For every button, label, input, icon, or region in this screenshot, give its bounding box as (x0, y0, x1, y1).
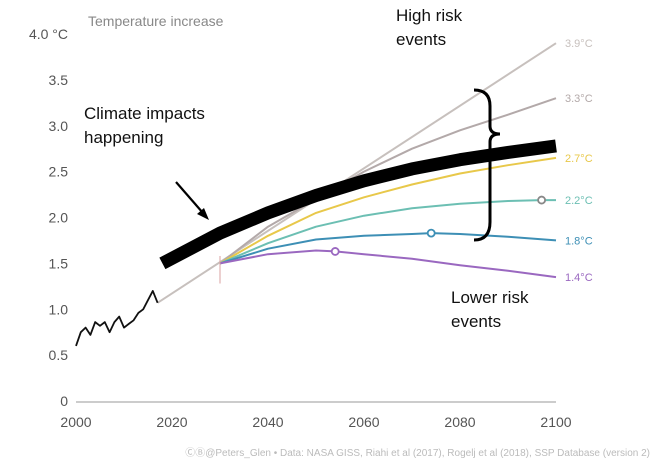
y-tick-label: 4.0 °C (29, 26, 68, 42)
y-tick-label: 0.5 (49, 347, 69, 363)
annotation-arrow-shaft (175, 181, 204, 214)
annotation-line: happening (84, 128, 163, 147)
scenario-line (219, 232, 557, 265)
peak-marker (537, 195, 546, 205)
annotation-arrow-head (197, 208, 209, 220)
y-tick-label: 1.0 (49, 301, 69, 317)
annotation-line: events (396, 30, 446, 49)
x-tick-label: 2000 (60, 414, 91, 430)
scenario-lines (157, 42, 557, 304)
scenario-end-label: 3.9°C (565, 38, 593, 50)
y-tick-label: 0 (60, 393, 68, 409)
scenario-line (219, 199, 556, 265)
scenario-end-labels: 3.9°C 3.3°C 2.7°C 2.2°C 1.8°C 1.4°C (565, 38, 593, 284)
annotation-text: Lower risk events (451, 288, 529, 331)
scenario-line (219, 97, 557, 265)
x-tick-label: 2020 (156, 414, 187, 430)
scenario-end-label: 2.2°C (565, 195, 593, 207)
callouts (175, 88, 501, 242)
y-tick-labels: 0 0.5 1.0 1.5 2.0 2.5 3.0 3.5 4.0 °C (29, 26, 68, 409)
annotation-text: Climate impacts happening (84, 104, 205, 147)
data-source-footer: ⒸⒷ@Peters_Glen • Data: NASA GISS, Riahi … (185, 447, 650, 459)
observed-line (75, 289, 159, 347)
overlay-projection-group (159, 139, 557, 270)
peak-markers (330, 195, 546, 256)
x-tick-label: 2040 (252, 414, 283, 430)
scenario-line (219, 156, 557, 265)
annotation-line: Climate impacts (84, 104, 205, 123)
y-tick-label: 3.0 (49, 118, 69, 134)
annotation-line: High risk (396, 6, 463, 25)
annotation-line: Lower risk (451, 288, 529, 307)
curly-brace (473, 88, 501, 242)
y-tick-label: 3.5 (49, 72, 69, 88)
x-tick-label: 2080 (444, 414, 475, 430)
x-tick-label: 2060 (348, 414, 379, 430)
annotation-text: High risk events (396, 6, 463, 49)
annotations: High risk events Climate impacts happening L… (84, 6, 529, 331)
scenario-end-label: 1.8°C (565, 235, 593, 247)
scenario-line (219, 249, 557, 279)
y-tick-label: 2.5 (49, 164, 69, 180)
peak-marker (426, 228, 436, 238)
scenario-end-label: 2.7°C (565, 153, 593, 165)
y-tick-label: 1.5 (49, 255, 69, 271)
x-tick-labels: 2000 2020 2040 2060 2080 2100 (60, 414, 571, 430)
scenario-line (157, 42, 557, 304)
scenario-end-label: 1.4°C (565, 272, 593, 284)
peak-marker (330, 247, 340, 256)
observed-line-group (75, 289, 159, 347)
annotation-line: events (451, 312, 501, 331)
x-tick-label: 2100 (540, 414, 571, 430)
chart-title: Temperature increase (88, 13, 224, 29)
overlay-projection-line (159, 139, 557, 270)
y-tick-label: 2.0 (49, 210, 69, 226)
scenario-end-label: 3.3°C (565, 93, 593, 105)
